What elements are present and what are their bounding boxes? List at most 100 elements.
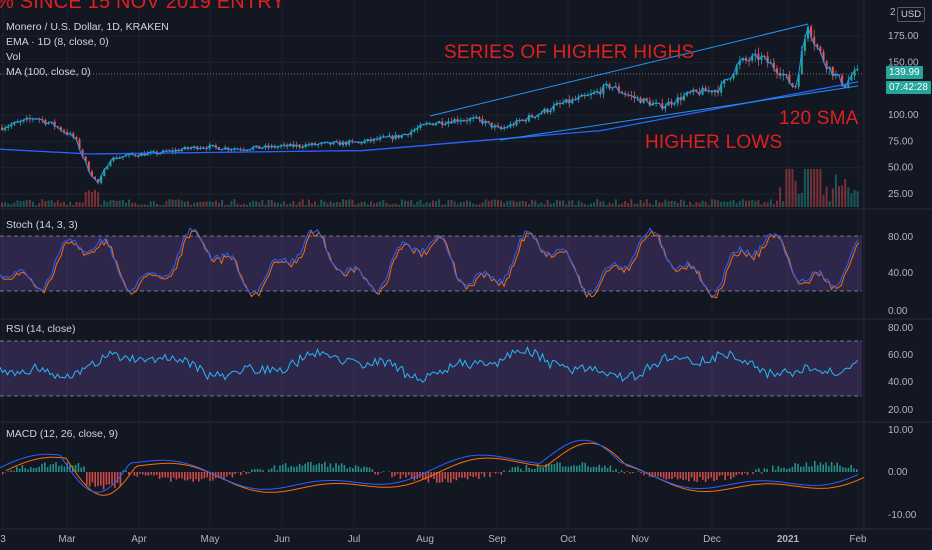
macd-histogram-bar bbox=[301, 465, 304, 472]
volume-bar bbox=[524, 201, 527, 207]
time-label-12: Feb bbox=[849, 534, 867, 545]
macd-histogram-bar bbox=[231, 472, 234, 478]
price-tick-3: 75.00 bbox=[888, 136, 913, 147]
macd-histogram-bar bbox=[478, 472, 480, 479]
volume-bar bbox=[828, 200, 831, 207]
macd-histogram-bar bbox=[679, 472, 682, 479]
legend-ema[interactable]: EMA · 1D (8, close, 0) bbox=[6, 36, 109, 48]
volume-bar bbox=[382, 199, 385, 207]
volume-bar bbox=[332, 202, 335, 207]
macd-label[interactable]: MACD (12, 26, close, 9) bbox=[6, 428, 119, 440]
macd-histogram-bar bbox=[248, 472, 250, 474]
rsi-label[interactable]: RSI (14, close) bbox=[6, 323, 76, 335]
stoch-label[interactable]: Stoch (14, 3, 3) bbox=[6, 219, 78, 231]
macd-histogram-bar bbox=[125, 470, 127, 472]
macd-histogram-bar bbox=[752, 472, 754, 475]
volume-bar bbox=[667, 201, 670, 207]
candle-body bbox=[323, 142, 326, 144]
header-banner: % SINCE 15 NOV 2019 ENTRY bbox=[0, 0, 286, 13]
volume-bar bbox=[115, 200, 118, 207]
volume-bar bbox=[751, 200, 754, 207]
volume-bar bbox=[354, 204, 357, 207]
macd-histogram-bar bbox=[172, 472, 175, 478]
macd-histogram-bar bbox=[598, 464, 600, 472]
candle-body bbox=[500, 126, 503, 129]
candle-body bbox=[810, 26, 813, 37]
volume-bar bbox=[286, 204, 289, 207]
candle-body bbox=[822, 51, 825, 62]
volume-bar bbox=[295, 204, 298, 207]
macd-histogram-bar bbox=[242, 470, 245, 472]
candle-body bbox=[270, 145, 273, 148]
currency-button[interactable]: USD bbox=[897, 7, 926, 22]
volume-bar bbox=[4, 202, 7, 207]
legend-ma[interactable]: MA (100, close, 0) bbox=[6, 66, 91, 78]
candle-body bbox=[171, 150, 174, 152]
volume-bar bbox=[794, 180, 797, 207]
macd-histogram-bar bbox=[758, 468, 760, 472]
macd-histogram-bar bbox=[203, 472, 206, 479]
volume-bar bbox=[366, 204, 369, 207]
candle-body bbox=[555, 103, 558, 106]
candle-body bbox=[679, 97, 682, 101]
volume-bar bbox=[586, 204, 589, 207]
volume-bar bbox=[307, 199, 310, 207]
macd-histogram-bar bbox=[251, 469, 253, 472]
macd-histogram-bar bbox=[822, 464, 824, 472]
price-axis-top-label: 2 bbox=[890, 7, 896, 18]
volume-bar bbox=[47, 200, 50, 207]
candle-body bbox=[13, 122, 16, 125]
volume-bar bbox=[190, 204, 193, 207]
candle-body bbox=[729, 78, 732, 80]
volume-bar bbox=[385, 202, 388, 207]
candle-body bbox=[388, 135, 391, 138]
candle-body bbox=[503, 127, 506, 129]
candle-body bbox=[552, 105, 555, 111]
chart-legend: Monero / U.S. Dollar, 1D, KRAKEN EMA · 1… bbox=[6, 20, 169, 80]
volume-bar bbox=[205, 201, 208, 207]
macd-histogram-bar bbox=[413, 472, 416, 481]
price-overlays bbox=[0, 23, 862, 185]
volume-bar bbox=[345, 200, 348, 207]
macd-histogram-bar bbox=[452, 472, 455, 480]
candle-body bbox=[683, 95, 685, 101]
volume-bar bbox=[239, 204, 242, 207]
macd-histogram-bar bbox=[693, 472, 696, 482]
macd-histogram-bar bbox=[455, 472, 458, 481]
macd-histogram-bar bbox=[30, 467, 32, 472]
macd-histogram-bar bbox=[721, 472, 724, 476]
volume-bar bbox=[583, 203, 586, 207]
candle-body bbox=[673, 103, 676, 105]
macd-histogram-bar bbox=[16, 466, 18, 472]
volume-bar bbox=[664, 199, 667, 207]
macd-histogram-bar bbox=[825, 462, 827, 472]
macd-histogram-bar bbox=[340, 463, 343, 472]
stoch-d-line bbox=[1, 229, 860, 299]
volume-bar bbox=[109, 200, 112, 207]
volume-bar bbox=[531, 199, 534, 207]
volume-bar bbox=[28, 199, 31, 207]
macd-histogram-bar bbox=[287, 467, 290, 472]
volume-bar bbox=[165, 200, 168, 207]
volume-bar bbox=[565, 204, 568, 207]
volume-bar bbox=[648, 203, 651, 207]
macd-histogram-bar bbox=[144, 472, 147, 476]
volume-bar bbox=[379, 201, 382, 207]
time-label-5: Jul bbox=[348, 534, 361, 545]
volume-bar bbox=[249, 202, 251, 207]
grid bbox=[0, 0, 932, 530]
volume-bar bbox=[41, 199, 44, 207]
macd-histogram-bar bbox=[469, 472, 472, 477]
volume-bar bbox=[763, 201, 766, 207]
volume-bar bbox=[329, 201, 332, 207]
candle-body bbox=[174, 149, 177, 152]
volume-bar bbox=[258, 202, 261, 207]
volume-bar bbox=[571, 200, 574, 207]
volume-bar bbox=[193, 202, 196, 207]
volume-bar bbox=[701, 200, 704, 207]
macd-histogram-bar bbox=[808, 466, 810, 472]
legend-vol[interactable]: Vol bbox=[6, 51, 21, 63]
candle-body bbox=[633, 95, 636, 98]
macd-histogram-bar bbox=[802, 466, 805, 472]
